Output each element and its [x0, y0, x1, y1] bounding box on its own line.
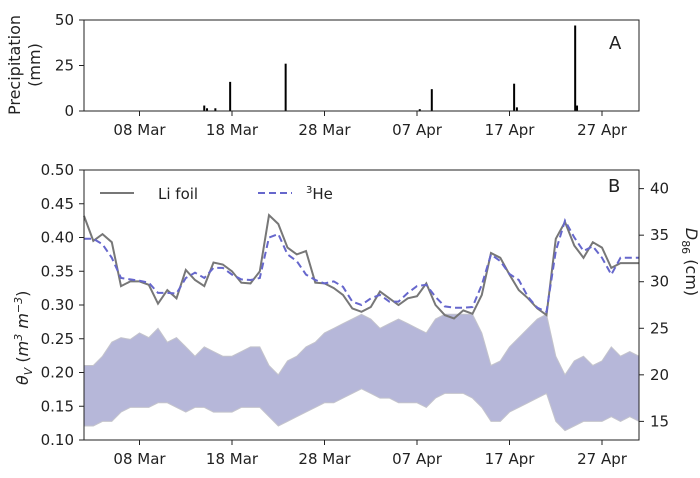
panel-a-letter: A [609, 33, 622, 54]
y-tick-label: 0 [64, 102, 74, 120]
panel-b: 0.10 0.15 0.20 0.25 0.30 0.35 0.40 0.45 0.50 15 2… [12, 161, 700, 468]
legend: Li foil 3He [100, 185, 333, 203]
y-tick-label: 0.15 [41, 397, 74, 415]
x-tick-label: 28 Mar [298, 121, 351, 139]
y-tick-label: 0.40 [41, 229, 74, 247]
x-tick-label: 18 Mar [206, 450, 259, 468]
x-tick-label: 18 Mar [206, 121, 259, 139]
d86-band [83, 313, 640, 432]
panel-b-y-ticks: 0.10 0.15 0.20 0.25 0.30 0.35 0.40 0.45 0.50 [41, 161, 84, 449]
y2-tick-label: 15 [650, 412, 669, 430]
y2-tick-label: 30 [650, 273, 669, 291]
y-tick-label: 0.35 [41, 262, 74, 280]
x-tick-label: 28 Mar [298, 450, 351, 468]
x-tick-label: 08 Mar [113, 121, 166, 139]
y-tick-label: 0.10 [41, 431, 74, 449]
x-tick-label: 07 Apr [392, 121, 443, 139]
y2-tick-label: 40 [650, 180, 669, 198]
y-tick-label: 0.30 [41, 296, 74, 314]
panel-b-x-ticks: 08 Mar 18 Mar 28 Mar 07 Apr 17 Apr 27 Apr [113, 440, 628, 468]
y-tick-label: 25 [55, 57, 74, 75]
legend-li-foil-label: Li foil [158, 185, 198, 203]
panel-a-ylabel-line1: Precipitation [5, 15, 24, 115]
y-tick-label: 50 [55, 11, 74, 29]
y-tick-label: 0.50 [41, 161, 74, 179]
panel-b-y2-ticks: 15 20 25 30 35 40 [639, 180, 669, 430]
x-tick-label: 08 Mar [113, 450, 166, 468]
y-tick-label: 0.25 [41, 330, 74, 348]
y2-tick-label: 35 [650, 226, 669, 244]
legend-he3-label: 3He [306, 185, 333, 203]
panel-a-y-ticks: 0 25 50 [55, 11, 84, 120]
x-tick-label: 27 Apr [577, 450, 628, 468]
y2-tick-label: 25 [650, 319, 669, 337]
x-tick-label: 07 Apr [392, 450, 443, 468]
y2-tick-label: 20 [650, 366, 669, 384]
y-tick-label: 0.45 [41, 195, 74, 213]
x-tick-label: 17 Apr [485, 121, 536, 139]
li-foil-line [83, 213, 639, 320]
panel-a-x-ticks: 08 Mar 18 Mar 28 Mar 07 Apr 17 Apr 27 Apr [113, 111, 628, 139]
x-tick-label: 27 Apr [577, 121, 628, 139]
y-tick-label: 0.20 [41, 364, 74, 382]
panel-b-ylabel: θV (m3 m−3) [12, 291, 35, 385]
panel-b-frame [83, 169, 640, 441]
he3-line [84, 218, 639, 314]
panel-b-letter: B [608, 176, 620, 197]
panel-b-y2label: D86 (cm) [679, 228, 700, 296]
panel-a-ylabel-line2: (mm) [25, 43, 44, 87]
x-tick-label: 17 Apr [485, 450, 536, 468]
panel-a: 0 25 50 08 Mar 18 Mar 28 Mar 07 Apr 17 Apr 27 A… [5, 11, 640, 139]
precipitation-bars [203, 25, 579, 111]
panel-a-frame [83, 19, 640, 112]
